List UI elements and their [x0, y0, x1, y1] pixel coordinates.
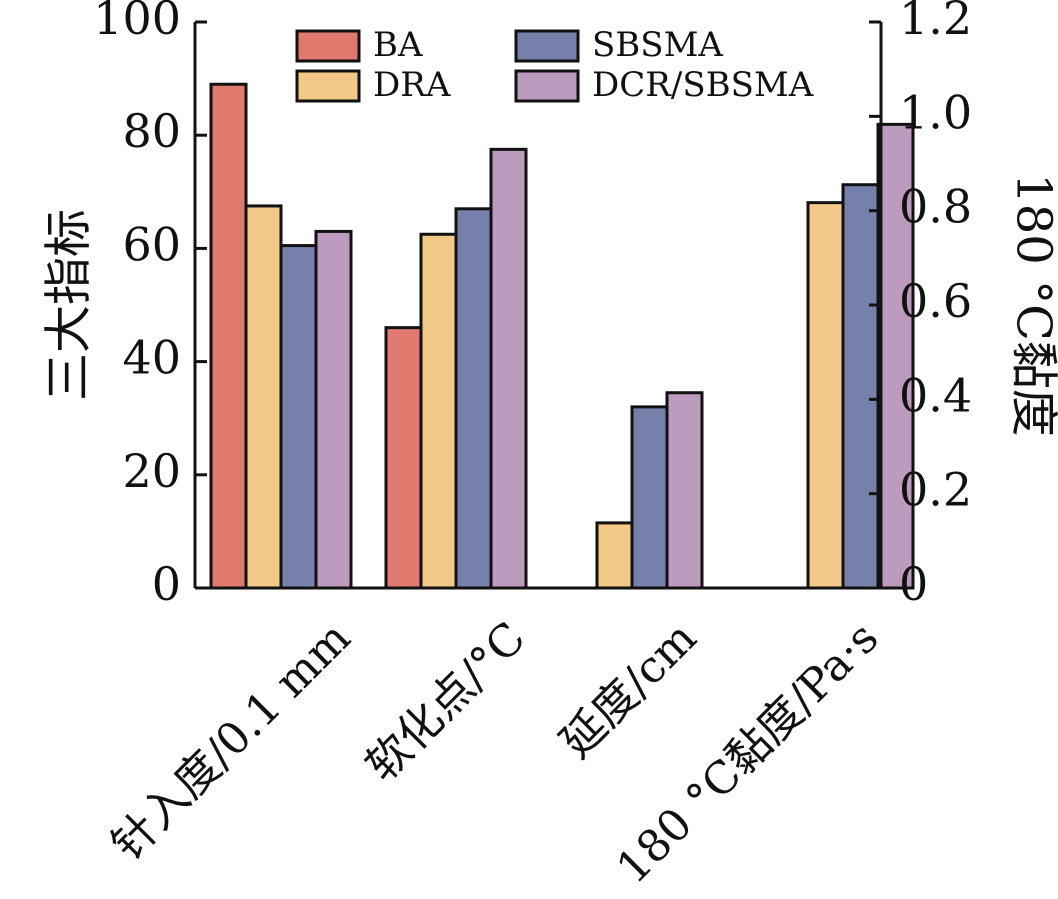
bar-dra-0: [244, 204, 283, 590]
bar-dra-3: [806, 201, 845, 590]
legend-label: SBSMA: [592, 25, 723, 65]
category-label: 延度/cm: [551, 612, 707, 768]
right-tick-label: 0.8: [899, 180, 972, 234]
y-axis-label-right: 180 °C黏度: [1006, 173, 1058, 437]
right-tick-label: 0.4: [899, 368, 972, 422]
bar-dra-2: [595, 521, 634, 590]
left-tick-label: 80: [122, 104, 181, 158]
right-tick-label: 1.2: [899, 0, 972, 45]
right-tick-label: 1.0: [899, 85, 972, 139]
legend-swatch: [295, 29, 361, 63]
bar-sbsma-0: [279, 244, 318, 590]
y-axis-label-left: 三大指标: [41, 209, 97, 401]
left-tick-label: 100: [93, 0, 181, 45]
category-label: 软化点/°C: [356, 612, 535, 791]
bar-sbsma-1: [454, 207, 493, 590]
bar-dcr-sbsma-1: [489, 147, 528, 590]
left-tick-label: 40: [122, 331, 181, 385]
left-tick-label: 0: [152, 557, 181, 611]
right-tick-label: 0: [899, 557, 928, 611]
left-ticks: 0 20 40 60 80 100: [93, 0, 207, 611]
bar-ba-0: [209, 82, 248, 590]
category-label: 针入度/0.1 mm: [102, 612, 360, 870]
left-tick-label: 20: [122, 444, 181, 498]
legend-label: DRA: [373, 65, 451, 105]
right-tick-label: 0.6: [899, 274, 972, 328]
right-tick-label: 0.2: [899, 463, 972, 517]
legend-swatch: [514, 29, 580, 63]
bars-layer: [209, 82, 915, 590]
bar-dcr-sbsma-2: [665, 391, 704, 590]
bar-ba-1: [384, 326, 423, 590]
bar-dcr-sbsma-0: [314, 229, 353, 590]
right-ticks: 0 0.2 0.4 0.6 0.8 1.0 1.2: [869, 0, 972, 611]
legend-swatch: [295, 69, 361, 103]
bar-dcr-sbsma-3: [876, 122, 915, 590]
bar-dra-1: [419, 232, 458, 590]
legend-swatch: [514, 69, 580, 103]
legend-label: DCR/SBSMA: [592, 65, 814, 105]
bar-sbsma-3: [841, 183, 880, 590]
bar-sbsma-2: [630, 405, 669, 590]
left-tick-label: 60: [122, 217, 181, 271]
legend-label: BA: [373, 25, 423, 65]
